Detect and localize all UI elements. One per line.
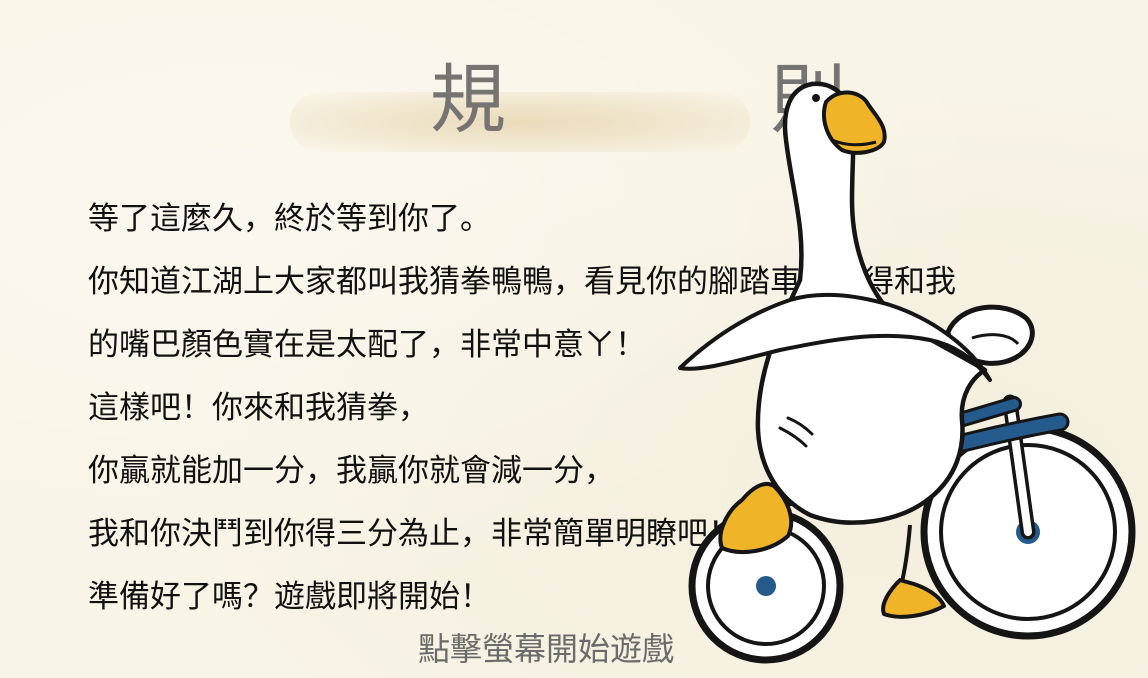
rules-line: 準備好了嗎？遊戲即將開始！ [88,579,491,615]
title-highlight [290,92,750,152]
start-prompt[interactable]: 點擊螢幕開始遊戲 [418,630,675,668]
goose-bicycle-illustration [678,81,1136,664]
goose-wing [678,292,992,382]
rules-line: 這樣吧！你來和我猜拳， [88,390,429,426]
rules-line: 等了這麼久，終於等到你了。 [88,201,491,237]
rules-line: 我和你決鬥到你得三分為止，非常簡單明瞭吧！ [88,516,739,552]
goose-foot [718,481,794,554]
goose-eye [812,94,820,102]
rules-line: 你贏就能加一分，我贏你就會減一分， [88,453,615,489]
rules-line: 的嘴巴顏色實在是太配了，非常中意ㄚ！ [88,327,646,363]
goose-beak [822,90,887,155]
goose-standing-foot [881,578,946,619]
